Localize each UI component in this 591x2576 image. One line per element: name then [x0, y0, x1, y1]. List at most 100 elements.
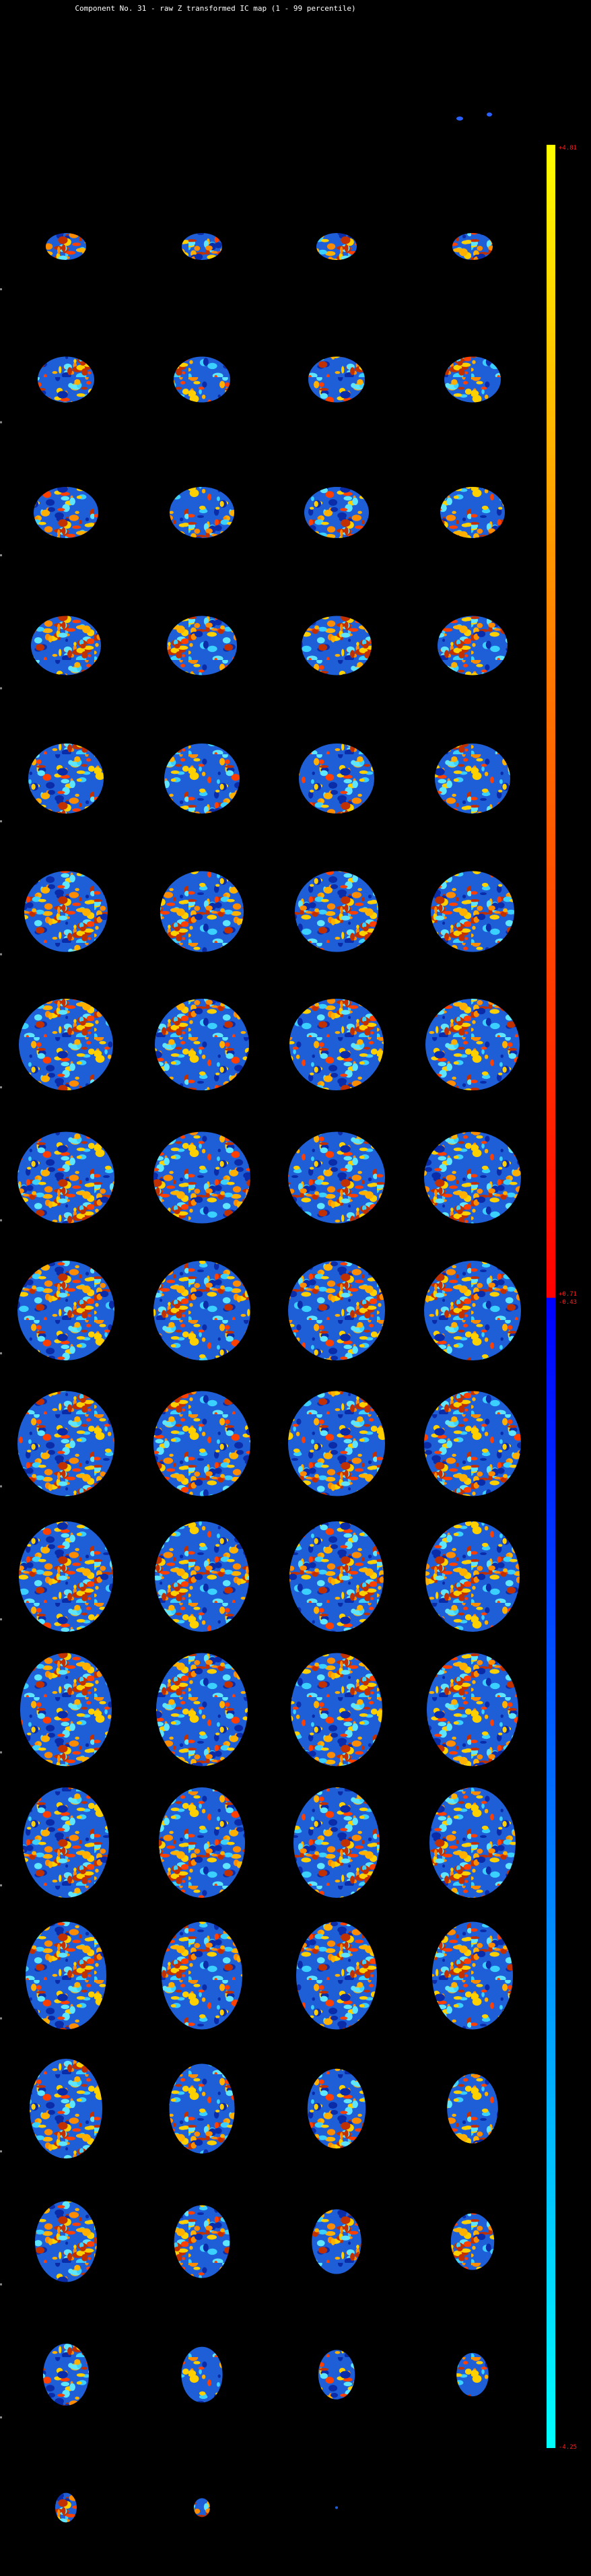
row-marker: [0, 953, 2, 956]
brain-slice: [159, 1787, 245, 1898]
brain-slice: [155, 1521, 249, 1632]
brain-slice: [427, 1653, 518, 1766]
brain-slice: [288, 1261, 385, 1360]
row-marker: [0, 1485, 2, 1488]
brain-slice: [153, 1391, 250, 1496]
brain-slice: [194, 2498, 210, 2517]
brain-slice: [447, 2074, 498, 2144]
row-marker: [0, 288, 2, 290]
row-marker: [0, 1352, 2, 1354]
brain-slice: [296, 1921, 377, 2030]
brain-slice: [174, 356, 230, 403]
row-marker: [0, 820, 2, 822]
brain-slice: [24, 871, 108, 952]
row-marker: [0, 2416, 2, 2418]
brain-slice: [431, 871, 514, 952]
brain-slice: [169, 2063, 235, 2154]
title: Component No. 31 - raw Z transformed IC …: [75, 4, 355, 13]
colorbar-positive: [547, 145, 555, 1298]
brain-slice: [19, 999, 113, 1090]
brain-slice: [55, 2492, 77, 2523]
brain-slice: [425, 1521, 520, 1632]
brain-slice: [293, 1787, 380, 1898]
brain-slice: [316, 233, 357, 260]
brain-slice: [28, 744, 104, 814]
row-marker: [0, 1219, 2, 1222]
brain-slice: [307, 2068, 366, 2149]
brain-slice: [302, 616, 372, 675]
brain-slice: [174, 2205, 230, 2278]
brain-slice: [432, 1921, 513, 2030]
brain-slice: [20, 1653, 112, 1766]
row-marker: [0, 554, 2, 556]
brain-slice: [164, 744, 240, 814]
row-marker: [0, 1751, 2, 1754]
brain-slice: [304, 487, 369, 538]
row-marker: [0, 687, 2, 690]
brain-slice: [438, 616, 508, 675]
brain-slice: [30, 2059, 102, 2158]
brain-slice: [153, 1261, 250, 1360]
blob: [456, 117, 463, 121]
row-marker: [0, 1086, 2, 1088]
brain-slice: [18, 1391, 114, 1496]
brain-slice: [452, 233, 493, 260]
colorbar-upper-min: +0.71: [559, 1291, 577, 1298]
brain-slice: [335, 2506, 338, 2509]
row-marker: [0, 421, 2, 424]
brain-slice: [19, 1521, 113, 1632]
brain-slice: [440, 487, 505, 538]
brain-slice: [318, 2350, 355, 2400]
brain-slice: [312, 2209, 361, 2274]
brain-slice: [162, 1921, 242, 2030]
brain-slice: [18, 1131, 114, 1224]
brain-slice: [43, 2344, 89, 2406]
brain-slice: [289, 999, 384, 1090]
brain-slice: [181, 2346, 223, 2403]
brain-slice: [308, 356, 365, 403]
brain-slice: [424, 1131, 521, 1224]
brain-slice: [26, 1921, 106, 2030]
brain-slice: [160, 871, 244, 952]
row-marker: [0, 2017, 2, 2020]
brain-slice: [288, 1131, 385, 1224]
blob: [487, 112, 492, 117]
row-marker: [0, 2150, 2, 2152]
brain-slice: [155, 999, 249, 1090]
brain-slice: [456, 2352, 489, 2397]
brain-slice: [444, 356, 501, 403]
brain-slice: [170, 487, 234, 538]
colorbar-min: -4.25: [559, 2444, 577, 2451]
brain-slice: [38, 356, 94, 403]
brain-slice: [435, 744, 510, 814]
brain-slice: [424, 1261, 521, 1360]
brain-slice: [31, 616, 101, 675]
row-marker: [0, 1618, 2, 1620]
brain-slice: [156, 1653, 248, 1766]
brain-slice: [34, 487, 98, 538]
brain-slice: [425, 999, 520, 1090]
colorbar-negative: [547, 1298, 555, 2448]
brain-slice: [182, 233, 222, 260]
brain-slice: [46, 233, 86, 260]
brain-slice: [35, 2201, 97, 2282]
brain-slice: [295, 871, 378, 952]
brain-slice: [153, 1131, 250, 1224]
brain-slice: [429, 1787, 516, 1898]
brain-slice: [167, 616, 237, 675]
brain-slice: [450, 2213, 495, 2270]
brain-slice: [23, 1787, 109, 1898]
row-marker: [0, 1884, 2, 1886]
brain-slice: [288, 1391, 385, 1496]
row-marker: [0, 2283, 2, 2286]
slices: [0, 112, 521, 2523]
brain-slice: [291, 1653, 382, 1766]
brain-slice: [289, 1521, 384, 1632]
brain-slice: [424, 1391, 521, 1496]
colorbar-lower-max: -0.43: [559, 1299, 577, 1306]
colorbar-max: +4.81: [559, 145, 577, 152]
brain-slice: [299, 744, 374, 814]
brain-slice: [18, 1261, 114, 1360]
